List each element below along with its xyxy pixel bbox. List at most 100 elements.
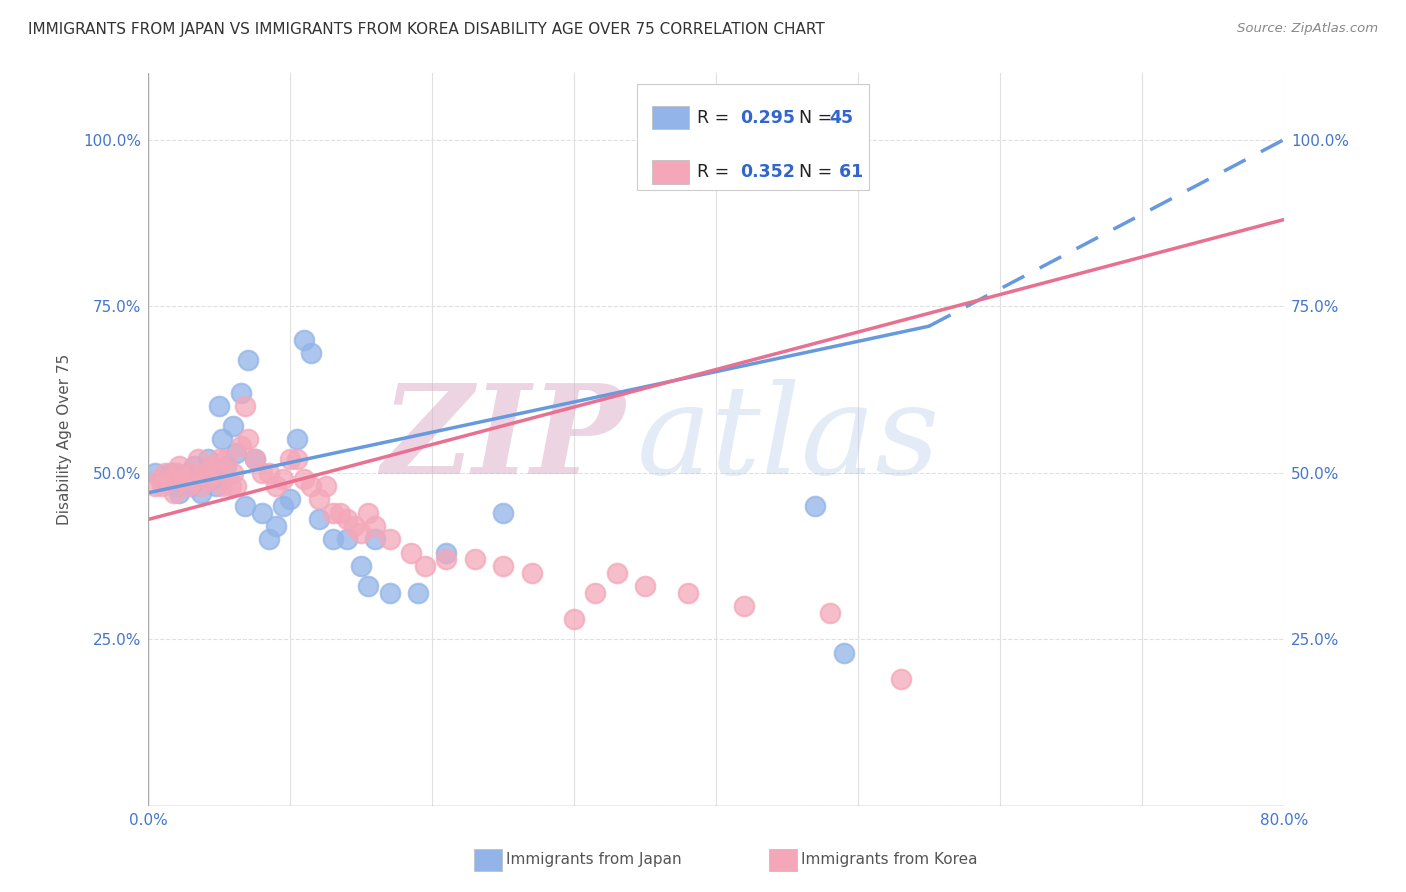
Point bbox=[322, 533, 344, 547]
Point bbox=[229, 439, 252, 453]
Point bbox=[343, 519, 366, 533]
Point bbox=[208, 452, 231, 467]
Point bbox=[520, 566, 543, 580]
Point bbox=[243, 452, 266, 467]
Point bbox=[271, 473, 294, 487]
Point bbox=[308, 492, 330, 507]
Point bbox=[562, 612, 585, 626]
Point bbox=[434, 546, 457, 560]
Point bbox=[187, 452, 209, 467]
Point bbox=[197, 452, 219, 467]
Point bbox=[492, 506, 515, 520]
Point bbox=[264, 479, 287, 493]
Point bbox=[211, 479, 233, 493]
Point bbox=[364, 519, 387, 533]
Point bbox=[163, 485, 186, 500]
Point bbox=[211, 433, 233, 447]
Point bbox=[378, 533, 401, 547]
Point bbox=[222, 466, 245, 480]
Point bbox=[322, 506, 344, 520]
Point bbox=[733, 599, 755, 613]
Point bbox=[236, 433, 259, 447]
Point bbox=[278, 492, 301, 507]
Point bbox=[1330, 133, 1353, 147]
Point bbox=[166, 479, 188, 493]
Text: N =: N = bbox=[787, 163, 838, 181]
Text: Immigrants from Korea: Immigrants from Korea bbox=[801, 853, 979, 867]
Point bbox=[222, 419, 245, 434]
FancyBboxPatch shape bbox=[652, 161, 689, 184]
Point bbox=[804, 499, 827, 513]
Point bbox=[364, 533, 387, 547]
Point bbox=[233, 499, 256, 513]
Point bbox=[285, 452, 308, 467]
Point bbox=[890, 673, 912, 687]
Point bbox=[215, 452, 238, 467]
Point bbox=[159, 473, 181, 487]
Point bbox=[163, 466, 186, 480]
Point bbox=[308, 512, 330, 526]
Point bbox=[229, 385, 252, 400]
Point bbox=[190, 479, 212, 493]
Point bbox=[201, 459, 224, 474]
Point bbox=[292, 473, 315, 487]
Point bbox=[197, 473, 219, 487]
Text: N =: N = bbox=[787, 109, 838, 127]
Point bbox=[177, 479, 200, 493]
Point bbox=[180, 479, 202, 493]
Point bbox=[257, 533, 280, 547]
Point bbox=[225, 479, 247, 493]
Point bbox=[183, 459, 205, 474]
Point bbox=[292, 333, 315, 347]
Point bbox=[173, 473, 195, 487]
Point bbox=[336, 533, 359, 547]
Point bbox=[205, 466, 228, 480]
Point bbox=[336, 512, 359, 526]
Point bbox=[194, 466, 217, 480]
Text: 0.295: 0.295 bbox=[740, 109, 794, 127]
Point bbox=[301, 479, 323, 493]
Point bbox=[399, 546, 422, 560]
Text: atlas: atlas bbox=[637, 379, 941, 500]
Text: 61: 61 bbox=[832, 163, 863, 181]
Point bbox=[205, 479, 228, 493]
Y-axis label: Disability Age Over 75: Disability Age Over 75 bbox=[58, 354, 72, 525]
Point bbox=[187, 473, 209, 487]
Point bbox=[329, 506, 352, 520]
Text: 45: 45 bbox=[830, 109, 853, 127]
FancyBboxPatch shape bbox=[637, 84, 869, 190]
Point bbox=[357, 579, 380, 593]
Point bbox=[257, 466, 280, 480]
Point bbox=[606, 566, 628, 580]
Point bbox=[190, 485, 212, 500]
Point bbox=[406, 586, 429, 600]
Point bbox=[180, 466, 202, 480]
Text: ZIP: ZIP bbox=[381, 379, 626, 500]
Point bbox=[350, 525, 373, 540]
Point bbox=[818, 606, 841, 620]
Point bbox=[155, 466, 177, 480]
FancyBboxPatch shape bbox=[652, 106, 689, 129]
Point bbox=[194, 466, 217, 480]
Point bbox=[143, 479, 166, 493]
Text: R =: R = bbox=[697, 109, 734, 127]
Text: Source: ZipAtlas.com: Source: ZipAtlas.com bbox=[1237, 22, 1378, 36]
Point bbox=[149, 473, 172, 487]
Point bbox=[243, 452, 266, 467]
Text: 0.352: 0.352 bbox=[740, 163, 794, 181]
Text: IMMIGRANTS FROM JAPAN VS IMMIGRANTS FROM KOREA DISABILITY AGE OVER 75 CORRELATIO: IMMIGRANTS FROM JAPAN VS IMMIGRANTS FROM… bbox=[28, 22, 825, 37]
Point bbox=[183, 473, 205, 487]
Point bbox=[219, 479, 242, 493]
Point bbox=[208, 399, 231, 413]
Point bbox=[233, 399, 256, 413]
Point bbox=[634, 579, 657, 593]
Point bbox=[583, 586, 606, 600]
Text: R =: R = bbox=[697, 163, 734, 181]
Point bbox=[152, 479, 174, 493]
Point bbox=[152, 473, 174, 487]
Point bbox=[271, 499, 294, 513]
Point bbox=[166, 466, 188, 480]
Point bbox=[285, 433, 308, 447]
Point bbox=[350, 559, 373, 574]
Point bbox=[357, 506, 380, 520]
